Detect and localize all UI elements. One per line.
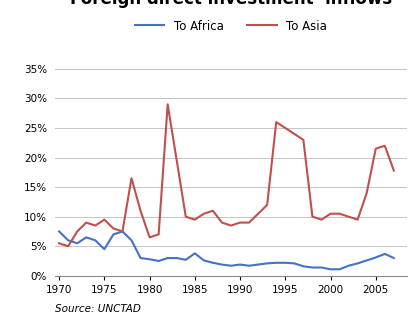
To Africa: [274, 261, 279, 265]
To Asia: [84, 221, 89, 224]
Line: To Asia: To Asia: [59, 104, 394, 246]
To Asia: [265, 203, 270, 207]
To Africa: [111, 232, 116, 236]
To Africa: [373, 256, 378, 259]
To Africa: [147, 257, 152, 261]
To Africa: [238, 263, 243, 267]
To Asia: [192, 218, 197, 222]
To Asia: [66, 244, 71, 248]
To Africa: [328, 267, 333, 271]
Text: Source: UNCTAD: Source: UNCTAD: [55, 304, 140, 314]
To Asia: [102, 218, 107, 222]
To Africa: [102, 247, 107, 251]
To Asia: [201, 212, 206, 216]
To Asia: [391, 169, 396, 172]
To Asia: [156, 232, 161, 236]
To Africa: [201, 259, 206, 262]
To Asia: [111, 227, 116, 230]
To Africa: [265, 262, 270, 265]
To Asia: [75, 230, 80, 233]
To Asia: [382, 144, 387, 148]
To Africa: [129, 238, 134, 242]
To Asia: [364, 191, 369, 195]
To Africa: [346, 264, 351, 268]
To Africa: [228, 264, 234, 268]
To Africa: [156, 259, 161, 263]
To Asia: [228, 223, 234, 227]
To Asia: [120, 230, 125, 233]
To Africa: [382, 252, 387, 256]
To Africa: [219, 263, 224, 267]
To Africa: [174, 256, 179, 260]
Legend: To Africa, To Asia: To Africa, To Asia: [130, 15, 332, 37]
To Africa: [310, 266, 315, 269]
To Asia: [183, 215, 188, 219]
To Africa: [165, 256, 170, 260]
To Africa: [192, 251, 197, 255]
To Asia: [337, 212, 342, 216]
To Africa: [138, 256, 143, 260]
To Africa: [256, 263, 261, 267]
To Asia: [283, 126, 288, 130]
To Africa: [292, 262, 297, 265]
To Africa: [66, 238, 71, 242]
To Asia: [328, 212, 333, 216]
To Africa: [283, 261, 288, 265]
To Asia: [129, 176, 134, 180]
To Africa: [319, 266, 324, 269]
To Africa: [337, 267, 342, 271]
To Asia: [219, 221, 224, 224]
Title: Foreign direct investment  inflows: Foreign direct investment inflows: [70, 0, 392, 8]
To Asia: [57, 241, 62, 245]
To Africa: [183, 258, 188, 262]
To Asia: [346, 215, 351, 219]
To Africa: [120, 230, 125, 233]
To Asia: [373, 147, 378, 151]
To Africa: [75, 241, 80, 245]
To Asia: [319, 218, 324, 222]
To Africa: [93, 238, 98, 242]
To Africa: [84, 236, 89, 239]
To Africa: [57, 230, 62, 233]
To Asia: [147, 236, 152, 239]
To Asia: [256, 212, 261, 216]
To Asia: [310, 215, 315, 219]
To Asia: [301, 138, 306, 142]
To Asia: [355, 218, 360, 222]
To Asia: [247, 221, 252, 224]
To Asia: [238, 221, 243, 224]
To Asia: [210, 209, 215, 213]
To Africa: [301, 264, 306, 268]
To Asia: [274, 120, 279, 124]
To Africa: [355, 262, 360, 265]
To Asia: [292, 132, 297, 136]
To Asia: [174, 158, 179, 162]
To Africa: [391, 256, 396, 260]
To Asia: [165, 102, 170, 106]
To Africa: [210, 261, 215, 265]
To Asia: [138, 209, 143, 213]
To Africa: [247, 264, 252, 268]
To Asia: [93, 223, 98, 227]
To Africa: [364, 259, 369, 262]
Line: To Africa: To Africa: [59, 231, 394, 269]
